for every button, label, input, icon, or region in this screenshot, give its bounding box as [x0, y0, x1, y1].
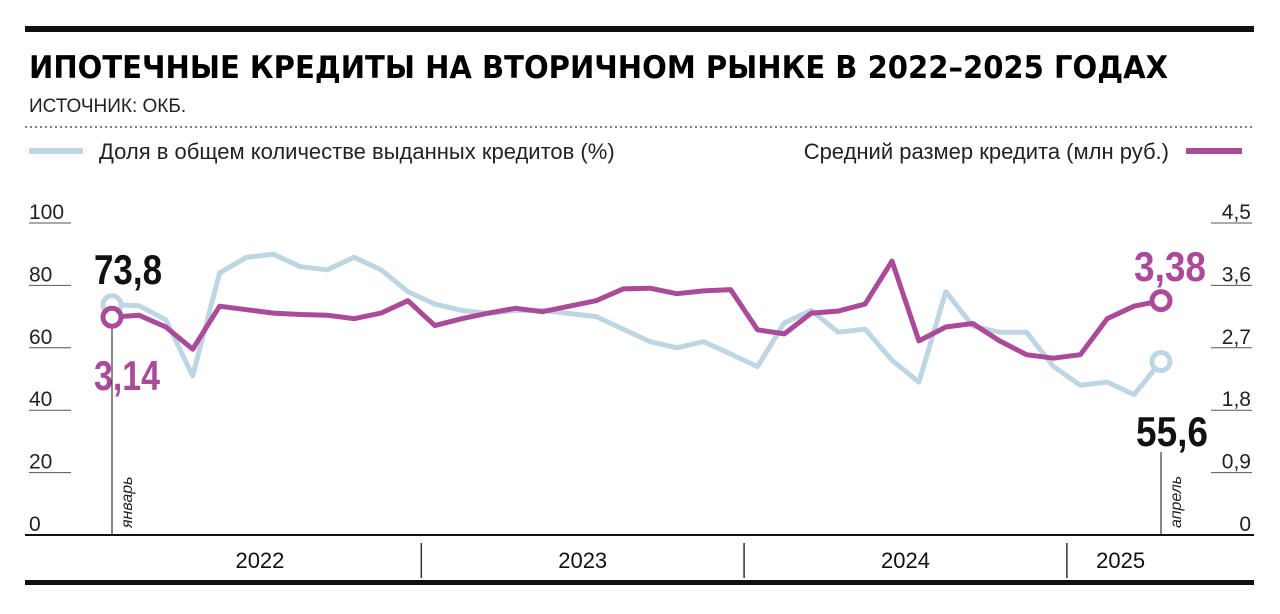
- year-axis: 2022 2023 2024 2025: [235, 543, 1145, 578]
- size-endpoint-marker: [1149, 289, 1173, 313]
- left-axis: 100 80 60 40 20 0: [29, 201, 71, 536]
- legend-share-label: Доля в общем количестве выданных кредито…: [99, 139, 615, 164]
- left-tick-label: 0: [29, 513, 41, 536]
- left-tick-label: 60: [29, 326, 52, 349]
- legend-size-label: Средний размер кредита (млн руб.): [804, 139, 1169, 164]
- start-month-label: январь: [119, 476, 136, 529]
- year-label: 2023: [558, 548, 607, 573]
- size-series: [100, 258, 1173, 361]
- year-label: 2024: [881, 548, 930, 573]
- size-last-value: 3,38: [1134, 243, 1206, 290]
- bottom-rule: [25, 580, 1254, 585]
- share-series: [100, 251, 1173, 398]
- right-tick-label: 3,6: [1222, 263, 1251, 286]
- size-first-value: 3,14: [94, 352, 161, 399]
- right-tick-label: 1,8: [1222, 388, 1251, 411]
- share-line: [109, 251, 1164, 398]
- right-tick-label: 0: [1239, 513, 1251, 536]
- year-label: 2025: [1096, 548, 1145, 573]
- chart-title: ИПОТЕЧНЫЕ КРЕДИТЫ НА ВТОРИЧНОМ РЫНКЕ В 2…: [29, 50, 1168, 86]
- size-line: [109, 258, 1164, 361]
- end-month-label: апрель: [1168, 476, 1185, 528]
- right-tick-label: 4,5: [1222, 201, 1251, 224]
- year-label: 2022: [235, 548, 284, 573]
- left-tick-label: 40: [29, 388, 52, 411]
- left-tick-label: 20: [29, 451, 52, 474]
- left-tick-label: 80: [29, 263, 52, 286]
- legend: Доля в общем количестве выданных кредито…: [29, 139, 1242, 164]
- right-axis: 4,5 3,6 2,7 1,8 0,9 0: [1211, 201, 1252, 536]
- share-endpoint-marker: [1149, 350, 1173, 374]
- size-endpoint-marker: [100, 305, 124, 329]
- share-first-value: 73,8: [94, 246, 162, 293]
- left-tick-label: 100: [29, 201, 64, 224]
- top-rule: [25, 26, 1254, 32]
- right-tick-label: 0,9: [1222, 451, 1251, 474]
- right-tick-label: 2,7: [1222, 326, 1251, 349]
- share-last-value: 55,6: [1136, 408, 1208, 455]
- source-note: ИСТОЧНИК: ОКБ.: [29, 96, 186, 117]
